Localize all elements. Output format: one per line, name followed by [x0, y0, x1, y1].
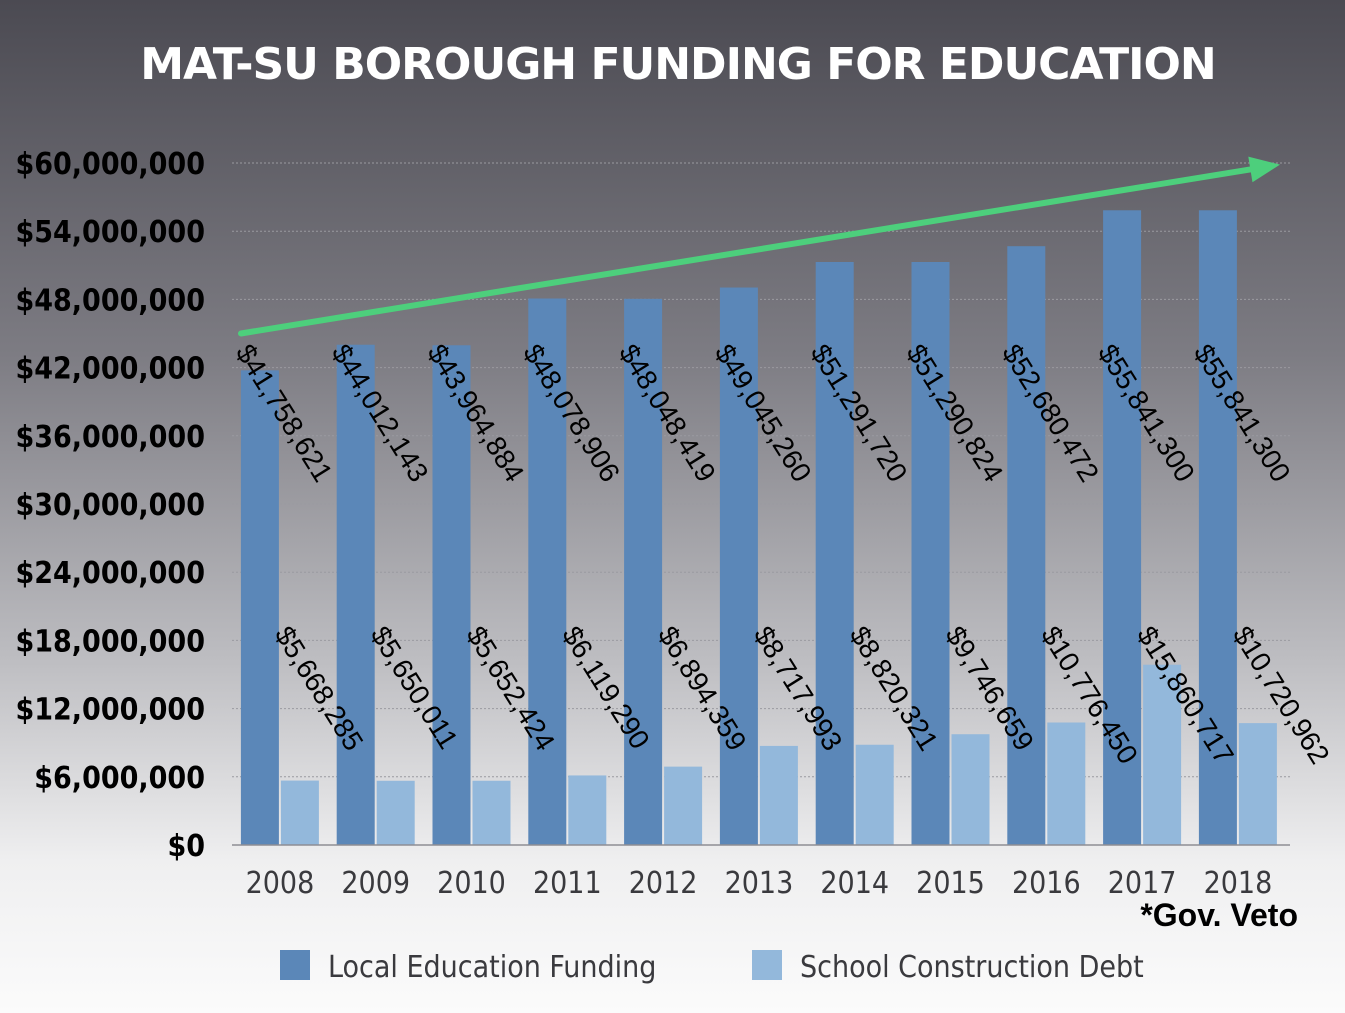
bar-school-construction-debt: [855, 744, 894, 845]
bar-local-education-funding: [432, 345, 471, 845]
x-axis-ticks: 2008 2009 2010 2011 2012 2013 2014 2015 2016 2017…: [246, 866, 1273, 901]
x-tick-label: 2011: [533, 866, 602, 901]
y-axis-ticks: $0 $6,000,000 $12,000,000 $18,000,000 $24,00…: [15, 147, 205, 864]
bar-school-construction-debt: [1047, 722, 1086, 845]
bar-school-construction-debt: [759, 745, 798, 845]
bars: [240, 210, 1277, 846]
y-tick-label: $60,000,000: [15, 147, 205, 182]
x-tick-label: 2010: [437, 866, 506, 901]
bar-school-construction-debt: [472, 780, 511, 845]
trend-arrow-head: [1248, 156, 1280, 183]
bar-school-construction-debt: [951, 734, 990, 845]
legend-label: Local Education Funding: [328, 950, 656, 985]
trend-arrow: [238, 156, 1280, 337]
bar-local-education-funding: [240, 370, 279, 845]
bar-school-construction-debt: [376, 780, 415, 845]
bar-school-construction-debt: [1238, 723, 1277, 845]
trend-arrow-shaft: [238, 165, 1258, 337]
x-tick-label: 2013: [725, 866, 794, 901]
y-tick-label: $48,000,000: [15, 283, 205, 318]
legend-swatch: [280, 950, 310, 980]
bar-school-construction-debt: [568, 775, 607, 845]
bar-local-education-funding: [1103, 210, 1142, 845]
bar-local-education-funding: [815, 261, 854, 845]
y-tick-label: $6,000,000: [34, 761, 205, 796]
y-tick-label: $12,000,000: [15, 693, 205, 728]
x-tick-label: 2012: [629, 866, 698, 901]
chart-title: MAT-SU BOROUGH FUNDING FOR EDUCATION: [140, 39, 1215, 90]
x-tick-label: 2008: [246, 866, 315, 901]
x-tick-label: 2017: [1108, 866, 1177, 901]
x-tick-label: 2015: [916, 866, 985, 901]
x-tick-label: 2018: [1204, 866, 1273, 901]
bar-local-education-funding: [1198, 210, 1237, 845]
legend-swatch: [752, 950, 782, 980]
bar-school-construction-debt: [1143, 664, 1182, 845]
legend-label: School Construction Debt: [800, 950, 1144, 985]
gov-veto-annotation: *Gov. Veto: [1140, 897, 1298, 933]
y-tick-label: $30,000,000: [15, 488, 205, 523]
y-tick-label: $54,000,000: [15, 215, 205, 250]
bar-school-construction-debt: [664, 766, 703, 845]
bar-local-education-funding: [624, 298, 663, 846]
y-tick-label: $0: [167, 829, 205, 864]
y-tick-label: $18,000,000: [15, 624, 205, 659]
gridlines: [232, 162, 1290, 778]
bar-local-education-funding: [911, 261, 950, 846]
x-tick-label: 2009: [341, 866, 410, 901]
x-tick-label: 2014: [820, 866, 889, 901]
bar-local-education-funding: [336, 344, 375, 845]
legend: Local Education Funding School Constructi…: [280, 950, 1144, 985]
x-tick-label: 2016: [1012, 866, 1081, 901]
bar-school-construction-debt: [280, 780, 319, 845]
bar-local-education-funding: [528, 298, 567, 845]
y-tick-label: $42,000,000: [15, 352, 205, 387]
bar-local-education-funding: [1007, 246, 1046, 846]
y-tick-label: $24,000,000: [15, 556, 205, 591]
bar-local-education-funding: [719, 287, 758, 845]
y-tick-label: $36,000,000: [15, 420, 205, 455]
